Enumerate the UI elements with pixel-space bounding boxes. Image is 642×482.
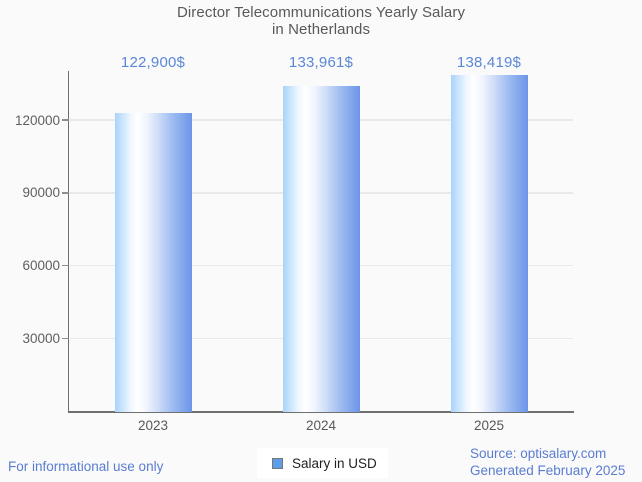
y-axis-tick-label: 30000 bbox=[22, 330, 60, 346]
disclaimer-text: For informational use only bbox=[8, 459, 164, 474]
bar-value-label: 133,961$ bbox=[288, 54, 354, 71]
bar bbox=[114, 112, 192, 412]
x-axis-category-label: 2024 bbox=[305, 418, 337, 433]
y-axis-tick bbox=[62, 264, 69, 267]
legend: Salary in USD bbox=[257, 448, 388, 478]
y-axis-tick-label: 120000 bbox=[14, 112, 60, 128]
source-block: Source: optisalary.com Generated Februar… bbox=[470, 445, 625, 479]
bar-value-label: 138,419$ bbox=[456, 54, 522, 71]
chart-title-line1: Director Telecommunications Yearly Salar… bbox=[176, 4, 466, 21]
x-axis-category-label: 2025 bbox=[473, 418, 505, 433]
y-axis-line bbox=[67, 71, 70, 413]
y-axis-tick bbox=[62, 337, 69, 339]
legend-swatch-icon bbox=[272, 457, 283, 469]
chart-title: Director Telecommunications Yearly Salar… bbox=[0, 4, 642, 38]
bar bbox=[282, 86, 360, 412]
y-axis-tick-label: 90000 bbox=[22, 185, 60, 201]
y-axis-tick-label: 60000 bbox=[22, 258, 60, 273]
y-axis-tick bbox=[62, 119, 69, 121]
source-text: Source: optisalary.com bbox=[470, 446, 607, 461]
x-axis-category-label: 2023 bbox=[137, 418, 169, 433]
bar-value-label: 122,900$ bbox=[120, 54, 186, 71]
generated-text: Generated February 2025 bbox=[470, 463, 626, 478]
y-axis-tick bbox=[62, 192, 69, 194]
chart-title-line2: in Netherlands bbox=[271, 20, 371, 38]
bar bbox=[450, 75, 528, 412]
legend-label: Salary in USD bbox=[292, 455, 377, 471]
